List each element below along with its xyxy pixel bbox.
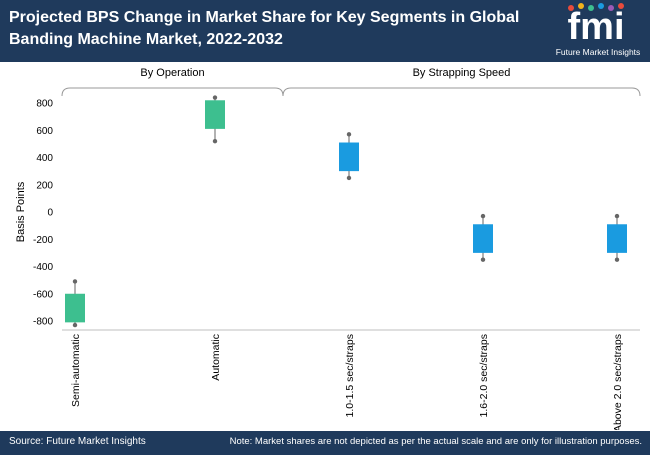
y-tick-label: 400 [36, 153, 53, 164]
logo-dot-6 [618, 3, 624, 9]
y-tick-label: 0 [47, 208, 53, 219]
fmi-logo: fmi Future Market Insights [556, 3, 641, 57]
logo-dot-1 [568, 5, 574, 11]
header-bar: Projected BPS Change in Market Share for… [0, 0, 650, 62]
group-bracket [61, 87, 284, 97]
logo-dot-3 [588, 5, 594, 11]
logo-dot-4 [598, 3, 604, 9]
box-max-dot [346, 132, 352, 137]
y-tick-label: 600 [36, 126, 53, 137]
x-tick-label: Above 2.0 sec/straps [612, 334, 624, 430]
y-tick-label: -400 [33, 262, 53, 273]
group-label: By Strapping Speed [413, 67, 511, 79]
box-max-dot [614, 213, 620, 219]
logo-text: fmi [568, 6, 625, 48]
box-min-dot [212, 138, 218, 144]
x-axis-labels: Semi-automatic Automatic 1.0-1.5 sec/strap… [70, 334, 624, 430]
y-tick-label: -600 [33, 289, 53, 300]
x-tick-label: Automatic [210, 334, 222, 381]
source-text: Source: Future Market Insights [9, 436, 146, 447]
box-series [65, 95, 627, 328]
y-tick-label: -800 [33, 317, 53, 328]
logo-dot-5 [608, 5, 614, 11]
y-tick-label: 200 [36, 180, 53, 191]
logo-dot-2 [578, 3, 584, 9]
y-axis: 800 600 400 200 0 -200 -400 -600 -800 [33, 99, 640, 331]
y-tick-label: 800 [36, 99, 53, 110]
logo-subtext: Future Market Insights [556, 47, 641, 57]
box-min-dot [346, 175, 352, 181]
box-min-dot [480, 257, 486, 262]
box-body [205, 100, 225, 129]
x-tick-label: 1.0-1.5 sec/straps [344, 334, 356, 417]
box-body [65, 293, 85, 323]
y-tick-label: -200 [33, 235, 53, 246]
group-bracket [282, 87, 641, 97]
box-max-dot [212, 95, 218, 100]
group-brackets: By Operation By Strapping Speed [61, 67, 641, 97]
x-tick-label: Semi-automatic [70, 334, 82, 407]
x-tick-label: 1.6-2.0 sec/straps [478, 334, 490, 417]
box-body [473, 224, 493, 253]
box-body [607, 224, 627, 253]
chart-title: Projected BPS Change in Market Share for… [9, 9, 520, 48]
note-text: Note: Market shares are not depicted as … [229, 436, 642, 447]
box-max-dot [72, 279, 78, 284]
box-max-dot [480, 213, 486, 219]
box-min-dot [72, 322, 78, 328]
y-axis-label: Basis Points [15, 181, 27, 242]
box-body [339, 142, 359, 172]
chart-area: By Operation By Strapping Speed 800 600 400… [15, 67, 641, 430]
box-min-dot [614, 257, 620, 262]
footer-bar: Source: Future Market Insights Note: Mar… [0, 431, 650, 455]
group-label: By Operation [140, 67, 204, 79]
